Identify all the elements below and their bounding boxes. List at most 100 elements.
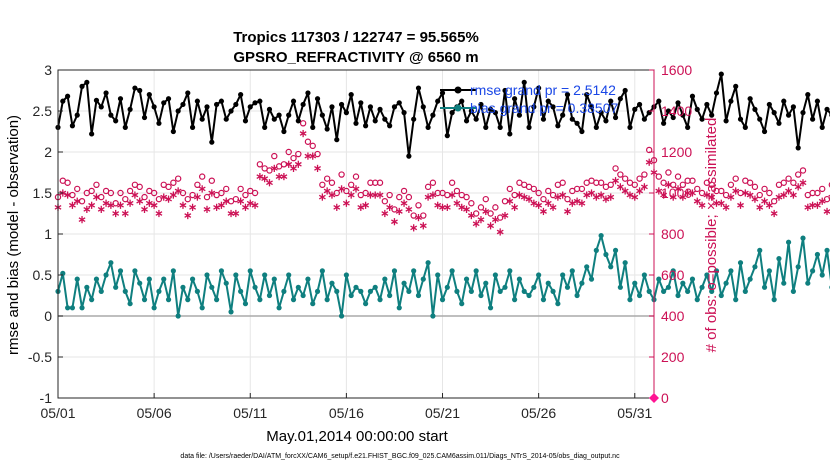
bias-point [815, 252, 820, 257]
rmse-point [767, 102, 772, 107]
bias-point [320, 268, 325, 273]
rmse-point [60, 99, 65, 104]
rmse-point [190, 125, 195, 130]
rmse-point [99, 104, 104, 109]
rmse-point [156, 121, 161, 126]
rmse-point [728, 99, 733, 104]
bias-point [228, 309, 233, 314]
rmse-point [824, 107, 829, 112]
rmse-point [70, 123, 75, 128]
bias-point [329, 281, 334, 286]
bias-point [522, 289, 527, 294]
bias-point [79, 305, 84, 310]
bias-point [252, 285, 257, 290]
y-tick-label-left: -1 [40, 390, 53, 406]
rmse-point [406, 154, 411, 159]
bias-point [603, 252, 608, 257]
rmse-point [310, 125, 315, 130]
rmse-point [123, 125, 128, 130]
bias-point [675, 293, 680, 298]
bias-point [185, 297, 190, 302]
rmse-point [185, 90, 190, 95]
rmse-point [791, 104, 796, 109]
rmse-point [224, 117, 229, 122]
bias-point [536, 272, 541, 277]
bias-point [517, 277, 522, 282]
rmse-point [632, 107, 637, 112]
rmse-point [507, 131, 512, 136]
rmse-point [176, 108, 181, 113]
rmse-point [392, 104, 397, 109]
rmse-point [315, 96, 320, 101]
bias-point [214, 297, 219, 302]
bias-point [796, 264, 801, 269]
rmse-point [541, 117, 546, 122]
bias-point [334, 289, 339, 294]
bias-point [161, 277, 166, 282]
rmse-point [498, 125, 503, 130]
bias-point [349, 293, 354, 298]
rmse-point [252, 100, 257, 105]
y-tick-label-right: 400 [661, 308, 685, 324]
bias-point [142, 297, 147, 302]
bias-point [541, 297, 546, 302]
bias-point [267, 293, 272, 298]
chart-subtitle: GPSRO_REFRACTIVITY @ 6560 m [233, 49, 478, 66]
bias-point [296, 285, 301, 290]
bias-point [305, 277, 310, 282]
rmse-point [738, 117, 743, 122]
rmse-point [286, 113, 291, 118]
x-tick-label: 05/21 [425, 405, 460, 421]
x-tick-label: 05/31 [617, 405, 652, 421]
bias-point [440, 297, 445, 302]
bias-point [526, 293, 531, 298]
rmse-point [425, 125, 430, 130]
bias-point [748, 277, 753, 282]
bias-point [450, 268, 455, 273]
rmse-point [800, 110, 805, 115]
rmse-point [325, 126, 330, 131]
x-tick-label: 05/01 [40, 405, 75, 421]
y-axis-label-left: rmse and bias (model - observation) [5, 115, 22, 355]
rmse-point [329, 104, 334, 109]
legend-bias-marker [455, 105, 462, 112]
bias-point [810, 268, 815, 273]
bias-point [123, 289, 128, 294]
bias-point [459, 301, 464, 306]
rmse-point [214, 102, 219, 107]
rmse-point [805, 92, 810, 97]
rmse-point [127, 107, 132, 112]
rmse-point [752, 107, 757, 112]
rmse-point [204, 104, 209, 109]
rmse-point [416, 85, 421, 90]
rmse-point [75, 113, 80, 118]
y-tick-label-left: -0.5 [28, 349, 52, 365]
bias-point [579, 281, 584, 286]
rmse-point [79, 84, 84, 89]
bias-point [286, 272, 291, 277]
bias-point [738, 260, 743, 265]
bias-point [99, 289, 104, 294]
bias-point [190, 277, 195, 282]
rmse-point [815, 99, 820, 104]
rmse-point [147, 92, 152, 97]
bias-point [127, 301, 132, 306]
bias-point [584, 264, 589, 269]
bias-point [373, 285, 378, 290]
bias-point [642, 272, 647, 277]
bias-point [339, 313, 344, 318]
bias-point [478, 293, 483, 298]
rmse-point [113, 118, 118, 123]
bias-point [425, 260, 430, 265]
rmse-point [603, 118, 608, 123]
rmse-point [704, 102, 709, 107]
bias-point [762, 285, 767, 290]
rmse-point [440, 90, 445, 95]
bias-point [805, 281, 810, 286]
bias-point [555, 301, 560, 306]
y-tick-label-right: 600 [661, 267, 685, 283]
bias-point [421, 277, 426, 282]
y-tick-label-right: 1000 [661, 185, 692, 201]
bias-point [171, 268, 176, 273]
bias-point [113, 285, 118, 290]
